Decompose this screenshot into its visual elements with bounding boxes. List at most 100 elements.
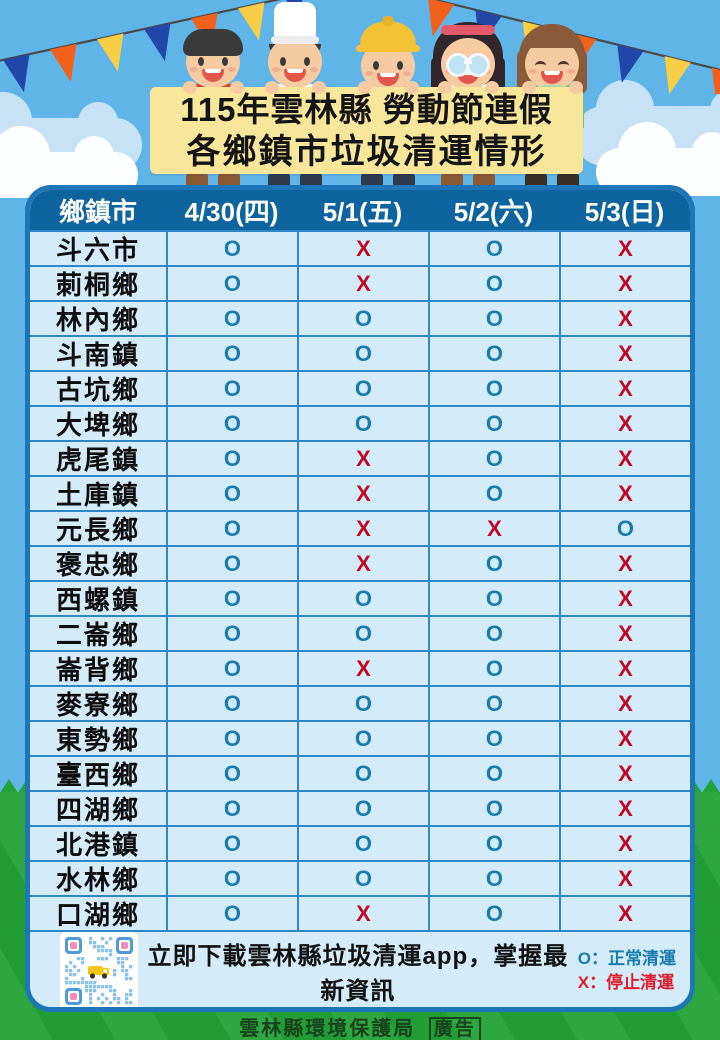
collection-normal-mark: O — [296, 687, 428, 720]
collection-normal-mark: O — [427, 267, 559, 300]
hard-hat-icon — [360, 22, 416, 48]
app-download-text: 立即下載雲林縣垃圾清運app，掌握最新資訊 — [147, 943, 569, 1005]
character-shoe — [300, 171, 322, 187]
collection-normal-mark: O — [165, 652, 297, 685]
township-name: 大埤鄉 — [55, 410, 140, 440]
character-shoe — [361, 171, 383, 187]
poster-title-line1: 115年雲林縣 勞動節連假 — [180, 91, 553, 128]
collection-stopped-mark: X — [296, 442, 428, 475]
collection-stopped-mark: X — [558, 547, 690, 580]
collection-normal-mark: O — [427, 792, 559, 825]
collection-normal-mark: O — [427, 862, 559, 895]
collection-normal-mark: O — [427, 372, 559, 405]
collection-normal-mark: O — [165, 547, 297, 580]
table-row: 林內鄉 O O O X — [30, 300, 690, 335]
table-row: 臺西鄉 O O O X — [30, 755, 690, 790]
chef-hat-icon — [274, 2, 316, 38]
collection-normal-mark: O — [165, 442, 297, 475]
collection-normal-mark: O — [165, 337, 297, 370]
collection-normal-mark: O — [296, 792, 428, 825]
collection-stopped-mark: X — [558, 337, 690, 370]
collection-stopped-mark: X — [427, 512, 559, 545]
character-shoe — [441, 171, 463, 187]
township-name: 古坑鄉 — [55, 375, 140, 405]
title-banner: 115年雲林縣 勞動節連假 各鄉鎮市垃圾清運情形 — [150, 87, 583, 174]
township-name: 西螺鎮 — [55, 585, 140, 615]
legend: O：正常清運 X：停止清運 — [578, 947, 676, 995]
collection-normal-mark: O — [427, 442, 559, 475]
black-hair — [183, 29, 243, 56]
card-footer: 立即下載雲林縣垃圾清運app，掌握最新資訊 O：正常清運 X：停止清運 — [30, 930, 690, 1007]
qr-code-icon — [60, 932, 138, 1007]
collection-normal-mark: O — [427, 757, 559, 790]
table-row: 四湖鄉 O O O X — [30, 790, 690, 825]
collection-stopped-mark: X — [558, 477, 690, 510]
township-name: 虎尾鎮 — [55, 445, 140, 475]
township-name: 口湖鄉 — [55, 900, 140, 930]
township-name: 崙背鄉 — [55, 655, 140, 685]
collection-stopped-mark: X — [558, 862, 690, 895]
table-row: 崙背鄉 O X O X — [30, 650, 690, 685]
collection-normal-mark: O — [427, 337, 559, 370]
header-township: 鄉鎮市 — [58, 196, 137, 227]
township-name: 麥寮鄉 — [55, 690, 140, 720]
cloud-icon — [0, 126, 138, 198]
collection-normal-mark: O — [165, 757, 297, 790]
collection-normal-mark: O — [296, 337, 428, 370]
collection-normal-mark: O — [165, 617, 297, 650]
header-date: 5/3(日) — [584, 196, 665, 227]
collection-normal-mark: O — [296, 302, 428, 335]
table-row: 虎尾鎮 O X O X — [30, 440, 690, 475]
collection-stopped-mark: X — [558, 582, 690, 615]
township-name: 四湖鄉 — [55, 795, 140, 825]
table-body: 斗六市 O X O X 莿桐鄉 O X O X 林內鄉 O O O X 斗南鎮 O O O X 古坑鄉 O O O X 大埤鄉 O O… — [30, 230, 690, 930]
collection-stopped-mark: X — [558, 897, 690, 930]
collection-stopped-mark: X — [296, 547, 428, 580]
character-shoe — [186, 171, 208, 187]
header-date: 4/30(四) — [184, 196, 279, 227]
collection-normal-mark: O — [165, 477, 297, 510]
collection-normal-mark: O — [165, 722, 297, 755]
collection-stopped-mark: X — [558, 827, 690, 860]
cloud-icon — [574, 80, 720, 166]
township-name: 元長鄉 — [55, 515, 140, 545]
township-name: 北港鎮 — [55, 830, 140, 860]
township-name: 莿桐鄉 — [55, 270, 140, 300]
collection-stopped-mark: X — [296, 897, 428, 930]
collection-normal-mark: O — [427, 477, 559, 510]
collection-stopped-mark: X — [558, 442, 690, 475]
collection-stopped-mark: X — [558, 722, 690, 755]
collection-stopped-mark: X — [558, 267, 690, 300]
table-row: 口湖鄉 O X O X — [30, 895, 690, 930]
collection-stopped-mark: X — [296, 652, 428, 685]
table-row: 古坑鄉 O O O X — [30, 370, 690, 405]
table-row: 斗六市 O X O X — [30, 230, 690, 265]
collection-normal-mark: O — [165, 267, 297, 300]
legend-stopped-collection: X：停止清運 — [577, 973, 675, 992]
township-name: 林內鄉 — [55, 305, 140, 335]
township-name: 土庫鎮 — [55, 480, 140, 510]
collection-normal-mark: O — [165, 687, 297, 720]
table-row: 莿桐鄉 O X O X — [30, 265, 690, 300]
collection-normal-mark: O — [296, 617, 428, 650]
collection-stopped-mark: X — [558, 792, 690, 825]
table-row: 東勢鄉 O O O X — [30, 720, 690, 755]
collection-normal-mark: O — [427, 687, 559, 720]
collection-stopped-mark: X — [296, 267, 428, 300]
collection-normal-mark: O — [165, 372, 297, 405]
legend-normal-collection: O：正常清運 — [577, 949, 676, 968]
collection-normal-mark: O — [165, 827, 297, 860]
township-name: 臺西鄉 — [55, 760, 140, 790]
table-row: 西螺鎮 O O O X — [30, 580, 690, 615]
collection-normal-mark: O — [427, 547, 559, 580]
township-name: 褒忠鄉 — [55, 550, 140, 580]
character-shoe — [218, 171, 240, 187]
collection-normal-mark: O — [296, 582, 428, 615]
table-row: 斗南鎮 O O O X — [30, 335, 690, 370]
collection-normal-mark: O — [427, 652, 559, 685]
table-row: 麥寮鄉 O O O X — [30, 685, 690, 720]
collection-normal-mark: O — [427, 582, 559, 615]
collection-stopped-mark: X — [296, 232, 428, 265]
collection-stopped-mark: X — [558, 757, 690, 790]
